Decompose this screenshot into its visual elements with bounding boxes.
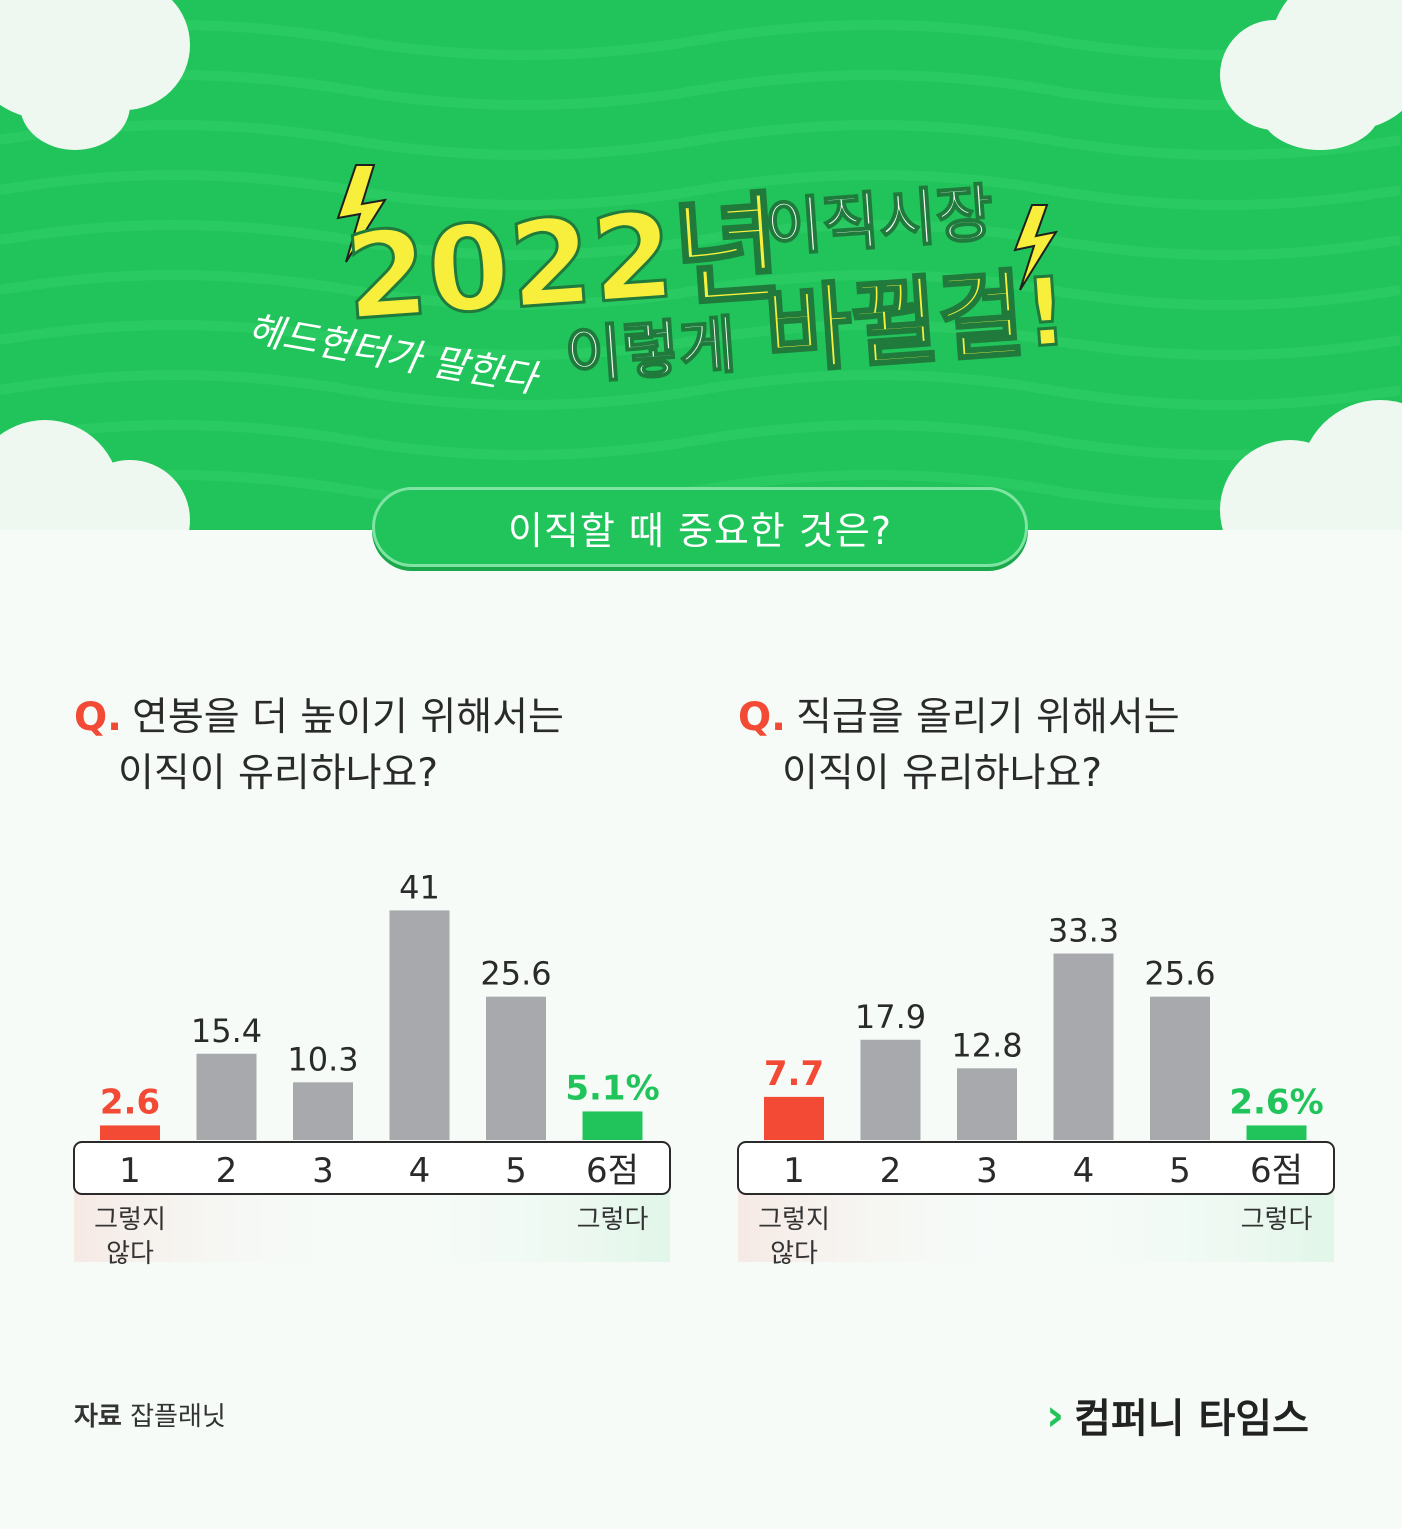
title-year: 2022년	[341, 178, 787, 346]
question-1-line1: 연봉을 더 높이기 위해서는	[131, 695, 564, 740]
bar-5	[486, 996, 546, 1140]
data-label: 2.6%	[1229, 1082, 1323, 1122]
data-label: 25.6	[1144, 955, 1215, 993]
title-artwork: 2022년 이직시장 이렇게 바뀔걸! 헤드헌터가 말한다	[245, 164, 1072, 402]
data-label: 33.3	[1048, 912, 1119, 950]
bar-4	[389, 910, 450, 1140]
tick-label: 4	[409, 1151, 431, 1191]
axis-box	[737, 1141, 1335, 1195]
question-1: Q. 연봉을 더 높이기 위해서는 이직이 유리하나요?	[74, 690, 564, 802]
data-label: 5.1%	[565, 1068, 659, 1108]
bar-1	[764, 1096, 824, 1140]
question-2: Q. 직급을 올리기 위해서는 이직이 유리하나요?	[738, 690, 1180, 802]
low-label-line2: 않다	[770, 1239, 818, 1269]
bar-2	[196, 1053, 257, 1140]
bar-2	[860, 1039, 921, 1140]
data-label: 2.6	[100, 1082, 160, 1122]
tick-label: 1	[783, 1151, 805, 1191]
data-label: 12.8	[951, 1026, 1022, 1064]
tick-label: 3	[312, 1151, 334, 1191]
tick-label: 1	[119, 1151, 141, 1191]
subtitle-pill: 이직할 때 중요한 것은?	[372, 487, 1028, 567]
bar-4	[1053, 953, 1114, 1140]
q-marker: Q.	[74, 695, 122, 740]
tick-label: 5	[1169, 1151, 1191, 1191]
tick-label: 6점	[1250, 1151, 1303, 1191]
data-label: 15.4	[191, 1012, 262, 1050]
hero-banner: 2022년 이직시장 이렇게 바뀔걸! 헤드헌터가 말한다	[0, 0, 1402, 530]
tick-label: 4	[1073, 1151, 1095, 1191]
bar-3	[293, 1082, 353, 1140]
tick-label: 5	[505, 1151, 527, 1191]
tick-label: 2	[216, 1151, 238, 1191]
subtitle-text: 이직할 때 중요한 것은?	[507, 508, 893, 553]
tick-label: 3	[976, 1151, 998, 1191]
bar-6점	[582, 1111, 643, 1140]
tick-label: 6점	[586, 1151, 639, 1191]
bar-3	[957, 1068, 1017, 1140]
source-name: 잡플래닛	[130, 1402, 226, 1432]
q-marker: Q.	[738, 695, 786, 740]
brand-name: 컴퍼니 타임스	[1074, 1396, 1309, 1442]
data-label: 41	[399, 868, 440, 906]
high-label: 그렇다	[1241, 1205, 1313, 1235]
low-label-line1: 그렇지	[94, 1205, 166, 1235]
high-label: 그렇다	[577, 1205, 649, 1235]
question-1-line2: 이직이 유리하나요?	[118, 751, 439, 796]
chevron-right-icon: ›	[1046, 1389, 1065, 1441]
question-2-line1: 직급을 올리기 위해서는	[795, 695, 1180, 740]
tick-label: 2	[880, 1151, 902, 1191]
wave-pattern	[0, 20, 1401, 510]
bar-5	[1150, 996, 1210, 1140]
title-market: 이직시장	[763, 176, 996, 265]
data-label: 17.9	[855, 998, 926, 1036]
bar-1	[100, 1125, 160, 1140]
scale-gradient-band	[738, 1192, 1334, 1262]
source-note: 자료 잡플래닛	[74, 1396, 226, 1433]
brand-logo: › 컴퍼니 타임스	[1046, 1386, 1309, 1444]
axis-box	[73, 1141, 671, 1195]
source-label: 자료	[74, 1402, 122, 1432]
data-label: 10.3	[287, 1040, 358, 1078]
scale-gradient-band	[74, 1192, 670, 1262]
question-2-line2: 이직이 유리하나요?	[782, 751, 1103, 796]
lightning-left-icon	[336, 164, 388, 263]
lightning-right-icon	[1013, 204, 1059, 291]
data-label: 7.7	[764, 1054, 824, 1094]
data-label: 25.6	[480, 955, 551, 993]
low-label-line1: 그렇지	[758, 1205, 830, 1235]
title-change2: 바뀔걸!	[762, 257, 1071, 387]
title-change1: 이렇게	[563, 308, 739, 393]
low-label-line2: 않다	[106, 1239, 154, 1269]
bar-6점	[1246, 1125, 1307, 1140]
